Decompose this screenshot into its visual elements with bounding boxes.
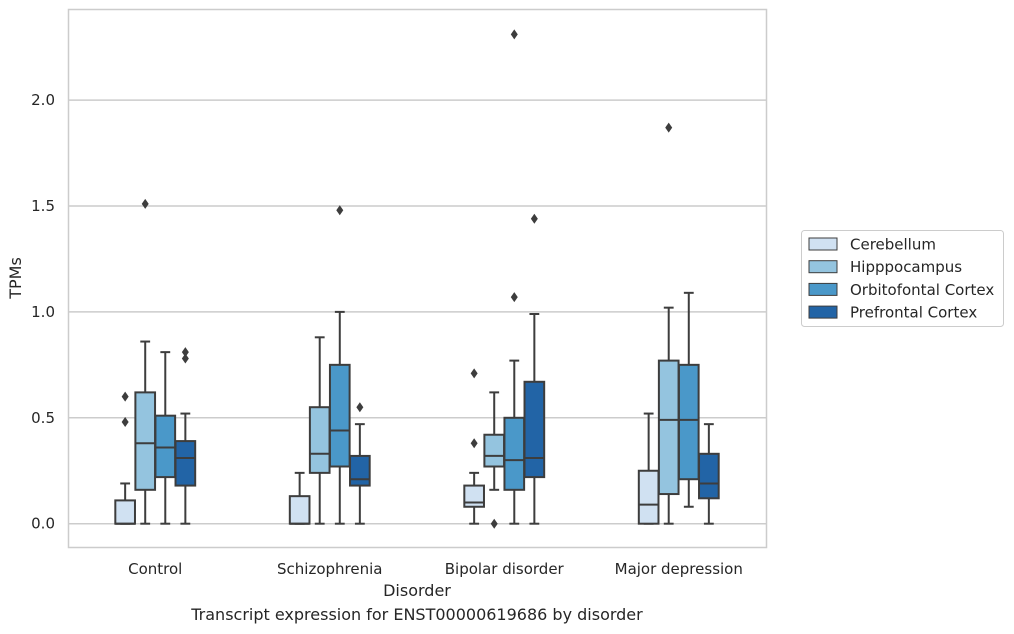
y-tick-label: 1.0: [31, 303, 55, 321]
legend-label: Orbitofontal Cortex: [850, 281, 994, 299]
box-0-3: [637, 412, 660, 525]
box-body: [114, 499, 136, 525]
outlier-point: [181, 347, 189, 358]
box-2-2: [503, 29, 526, 525]
box-3-3: [698, 423, 720, 525]
box-body: [349, 454, 371, 487]
outlier-point: [181, 353, 189, 364]
figure-caption: Transcript expression for ENST0000061968…: [191, 605, 643, 624]
box-body: [134, 391, 157, 491]
box-0-0: [114, 391, 136, 525]
legend-label: Hipppocampus: [850, 258, 962, 276]
x-tick-label: Control: [128, 560, 182, 578]
x-tick-label: Schizophrenia: [277, 560, 382, 578]
x-axis-title: Disorder: [383, 581, 451, 600]
box-body: [657, 359, 680, 496]
legend-frame: [801, 230, 1004, 327]
legend-swatch: [808, 237, 838, 251]
box-1-0: [134, 198, 157, 525]
legend-label: Cerebellum: [850, 236, 936, 254]
outlier-point: [141, 198, 149, 209]
box-2-1: [328, 205, 351, 525]
legend-swatch: [808, 305, 838, 319]
box-body: [677, 363, 700, 481]
legend: Cerebellum Hipppocampus Orbitofontal Corte…: [801, 230, 1004, 327]
box-2-0: [154, 351, 177, 525]
box-3-2: [523, 213, 546, 525]
outlier-point: [510, 292, 518, 303]
box-1-1: [308, 336, 331, 525]
y-tick-labels: 0.0 0.5 1.0 1.5 2.0: [31, 91, 55, 533]
box-3-0: [174, 347, 197, 525]
outlier-point: [490, 518, 498, 529]
legend-label: Prefrontal Cortex: [850, 304, 977, 322]
box-body: [523, 380, 546, 479]
y-tick-label: 1.5: [31, 197, 55, 215]
box-body: [174, 440, 197, 487]
box-1-2: [483, 391, 506, 529]
x-tick-labels: Control Schizophrenia Bipolar disorder Majo…: [128, 560, 743, 578]
box-1-3: [657, 122, 680, 525]
box-body: [637, 469, 660, 525]
outlier-point: [121, 391, 129, 402]
box-3-1: [349, 402, 371, 525]
box-body: [463, 484, 485, 508]
box-body: [154, 414, 177, 479]
box-body: [698, 452, 720, 500]
y-tick-label: 2.0: [31, 91, 55, 109]
legend-items: Cerebellum Hipppocampus Orbitofontal Corte…: [808, 236, 994, 322]
box-0-2: [463, 368, 485, 525]
outlier-point: [530, 213, 538, 224]
box-series-group: [114, 29, 720, 529]
box-0-1: [288, 471, 311, 525]
outlier-point: [665, 122, 673, 133]
y-axis-title: TPMs: [6, 257, 25, 300]
outlier-point: [121, 417, 129, 428]
outlier-point: [336, 205, 344, 216]
x-tick-label: Bipolar disorder: [445, 560, 565, 578]
outlier-point: [470, 438, 478, 449]
y-tick-label: 0.0: [31, 515, 55, 533]
outlier-point: [510, 29, 518, 40]
plot-area-frame: [67, 8, 768, 549]
box-2-3: [677, 291, 700, 508]
box-body: [308, 406, 331, 474]
outlier-point: [356, 402, 364, 413]
legend-swatch: [808, 260, 838, 274]
box-body: [288, 495, 311, 525]
outlier-point: [470, 368, 478, 379]
box-body: [483, 433, 506, 468]
x-tick-label: Major depression: [615, 560, 743, 578]
y-tick-label: 0.5: [31, 409, 55, 427]
box-body: [503, 416, 526, 491]
legend-swatch: [808, 282, 838, 296]
box-body: [328, 363, 351, 468]
